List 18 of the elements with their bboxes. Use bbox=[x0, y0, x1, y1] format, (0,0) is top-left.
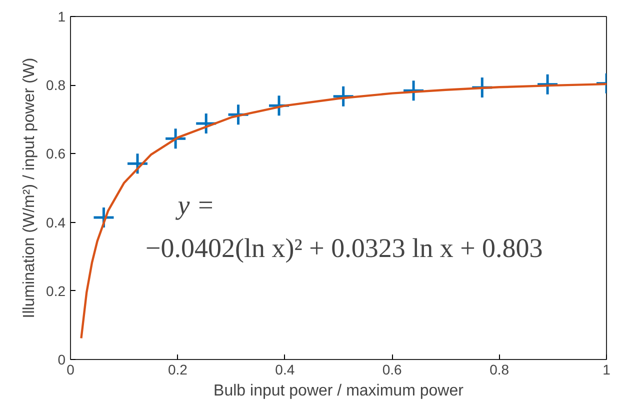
y-axis-title: Illumination (W/m²) / input power (W) bbox=[21, 58, 38, 318]
x-tick-label: 0.8 bbox=[490, 362, 510, 378]
annotation: −0.0402(ln x)² + 0.0323 ln x + 0.803 bbox=[146, 233, 543, 264]
line-series bbox=[80, 82, 606, 340]
x-tick-label: 0.4 bbox=[275, 362, 295, 378]
y-tick-label: 0.2 bbox=[46, 282, 66, 299]
x-tick-label: 0.2 bbox=[168, 362, 188, 378]
y-tick-label: 0.8 bbox=[46, 77, 66, 94]
y-tick-label: 0.4 bbox=[46, 214, 66, 230]
y-tick-label: 1 bbox=[58, 8, 66, 24]
point bbox=[536, 73, 559, 96]
y-tick-label: 0.6 bbox=[46, 146, 66, 162]
x-tick-label: 0.6 bbox=[382, 362, 402, 378]
x-axis-title: Bulb input power / maximum power bbox=[214, 382, 464, 400]
y-tick-label: 0 bbox=[58, 352, 66, 368]
annotation: y = bbox=[174, 190, 215, 220]
x-tick-label: 1 bbox=[602, 362, 611, 378]
point bbox=[332, 85, 355, 108]
